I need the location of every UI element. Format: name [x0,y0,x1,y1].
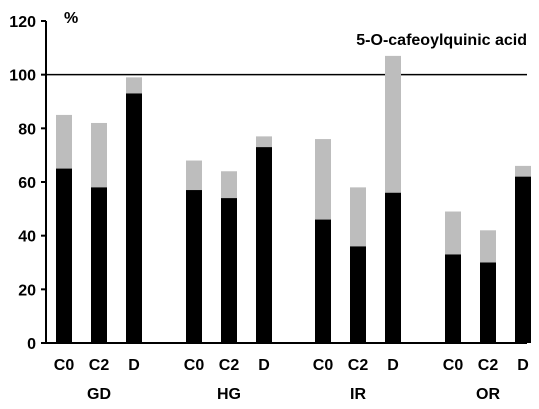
bar-lower-GD-D [126,93,142,343]
bar-upper-IR-C0 [315,139,331,220]
bar-upper-IR-D [385,55,401,193]
category-label: C2 [478,357,499,374]
bar-lower-GD-C2 [91,187,107,343]
group-label-HG: HG [217,386,241,403]
category-label: C2 [219,357,240,374]
category-label: D [387,357,399,374]
bar-upper-GD-C0 [56,114,72,169]
bar-lower-OR-C2 [480,262,496,343]
bar-upper-GD-D [126,77,142,94]
bar-upper-GD-C2 [91,122,107,188]
y-tick-label: 80 [18,121,36,138]
category-label: C2 [348,357,369,374]
group-label-OR: OR [476,386,500,403]
category-label: C0 [313,357,334,374]
bar-lower-OR-D [515,176,531,343]
group-label-IR: IR [350,386,366,403]
chart-title: 5-O-cafeoylquinic acid [356,32,527,49]
bar-upper-HG-D [256,136,272,148]
bar-lower-OR-C0 [445,254,461,343]
y-tick-label: 100 [9,68,36,85]
y-tick-label: 20 [18,282,36,299]
bar-upper-OR-C0 [445,211,461,255]
bar-upper-HG-C2 [221,171,237,199]
labels: C0 C2 D GD C0 C2 D HG C0 C2 D IR C0 C2 D OR [54,357,529,403]
bar-lower-HG-C0 [186,190,202,343]
y-tick-label: 120 [9,14,36,31]
y-tick-label: 60 [18,175,36,192]
category-label: D [517,357,529,374]
bar-lower-IR-C2 [350,246,366,343]
bar-upper-OR-D [515,165,531,177]
bar-lower-HG-C2 [221,198,237,343]
category-label: C0 [54,357,75,374]
category-label: D [128,357,140,374]
category-label: C2 [89,357,110,374]
bar-upper-OR-C2 [480,230,496,263]
bar-lower-GD-C0 [56,168,72,343]
bar-lower-IR-D [385,192,401,343]
y-tick-label: 40 [18,229,36,246]
bar-upper-HG-C0 [186,160,202,191]
group-label-GD: GD [87,386,111,403]
bar-upper-IR-C2 [350,187,366,247]
category-label: D [258,357,270,374]
bar-lower-HG-D [256,147,272,343]
y-tick-label: 0 [27,336,36,353]
category-label: C0 [184,357,205,374]
category-label: C0 [443,357,464,374]
bar-lower-IR-C0 [315,219,331,343]
y-axis-unit-label: % [64,10,78,27]
bars [56,55,531,343]
